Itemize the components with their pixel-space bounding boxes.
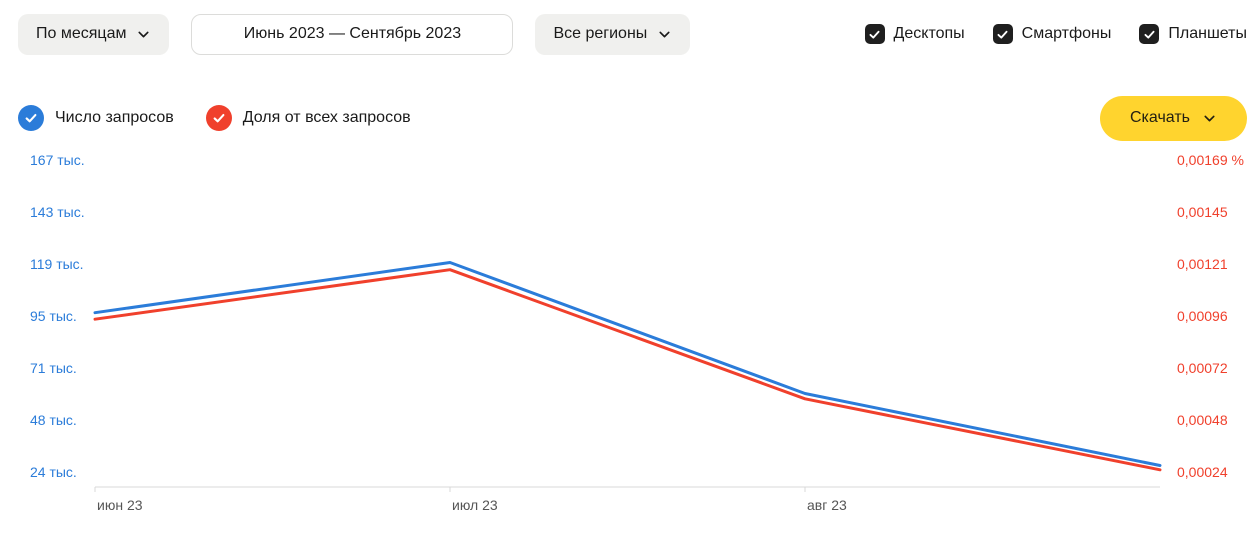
checkbox-tablets[interactable]: Планшеты [1139,24,1247,44]
svg-text:0,00145: 0,00145 [1177,204,1228,220]
svg-text:167 тыс.: 167 тыс. [30,152,85,168]
svg-text:48 тыс.: 48 тыс. [30,412,77,428]
svg-text:0,00024: 0,00024 [1177,464,1228,480]
device-filter-group: Десктопы Смартфоны Планшеты [864,24,1247,44]
toolbar: По месяцам Июнь 2023 — Сентябрь 2023 Все… [18,13,1247,55]
period-dropdown[interactable]: По месяцам [18,13,170,55]
legend-share-toggle[interactable]: Доля от всех запросов [205,105,411,131]
checkbox-checked-icon [864,24,885,44]
checkbox-label: Планшеты [1168,25,1247,42]
chevron-down-icon [1202,111,1217,126]
svg-text:июн 23: июн 23 [97,497,143,513]
legend-queries-label: Число запросов [55,109,174,126]
regions-dropdown[interactable]: Все регионы [535,13,691,55]
checkbox-checked-icon [992,24,1013,44]
period-dropdown-label: По месяцам [36,25,127,42]
svg-text:0,00048: 0,00048 [1177,412,1228,428]
svg-text:0,00169 %: 0,00169 % [1177,152,1244,168]
requests-trend-chart: 167 тыс. 143 тыс. 119 тыс. 95 тыс. 71 тыс. 48… [0,150,1255,535]
svg-text:0,00121: 0,00121 [1177,256,1228,272]
chevron-down-icon [657,27,672,42]
regions-dropdown-label: Все регионы [553,25,648,42]
checkbox-label: Смартфоны [1021,25,1112,42]
svg-text:июл 23: июл 23 [452,497,498,513]
check-circle-red-icon [205,105,232,131]
checkbox-smartphones[interactable]: Смартфоны [992,24,1112,44]
legend-queries-toggle[interactable]: Число запросов [18,105,174,131]
svg-text:0,00072: 0,00072 [1177,360,1228,376]
download-button[interactable]: Скачать [1100,95,1247,141]
date-range-value: Июнь 2023 — Сентябрь 2023 [243,25,462,42]
svg-text:119 тыс.: 119 тыс. [30,256,84,272]
svg-text:24 тыс.: 24 тыс. [30,464,77,480]
chart-canvas[interactable]: 167 тыс. 143 тыс. 119 тыс. 95 тыс. 71 тыс. 48… [0,150,1255,535]
check-circle-blue-icon [18,105,44,131]
svg-text:71 тыс.: 71 тыс. [30,360,77,376]
svg-text:0,00096: 0,00096 [1177,308,1228,324]
svg-text:143 тыс.: 143 тыс. [30,204,85,220]
legend-row: Число запросов Доля от всех запросов Ска… [18,95,1247,141]
checkbox-checked-icon [1139,24,1160,44]
checkbox-label: Десктопы [893,25,965,42]
date-range-field[interactable]: Июнь 2023 — Сентябрь 2023 [191,13,514,55]
svg-text:95 тыс.: 95 тыс. [30,308,77,324]
chevron-down-icon [136,27,151,42]
checkbox-desktops[interactable]: Десктопы [864,24,965,44]
download-button-label: Скачать [1130,109,1190,126]
svg-text:авг 23: авг 23 [807,497,847,513]
legend-share-label: Доля от всех запросов [242,109,411,126]
